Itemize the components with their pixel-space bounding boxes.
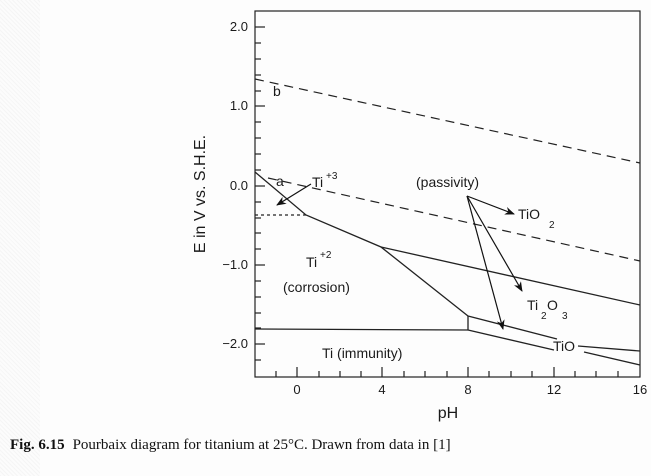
svg-text:O: O	[547, 297, 558, 313]
svg-text:TiO: TiO	[518, 206, 540, 222]
svg-text:2: 2	[541, 311, 547, 322]
x-tick-label: 0	[293, 382, 300, 397]
y-tick-label: 2.0	[230, 19, 248, 34]
label-ti3: Ti +3	[312, 171, 338, 190]
svg-text:3: 3	[562, 311, 568, 322]
label-ti2: Ti +2	[306, 250, 332, 270]
x-tick-label: 16	[633, 382, 647, 397]
svg-text:+3: +3	[326, 171, 338, 182]
figure-caption: Fig. 6.15 Pourbaix diagram for titanium a…	[10, 437, 451, 454]
line-a-dashed	[267, 177, 641, 262]
ti-ion-oxide-boundary	[254, 171, 469, 317]
figure-number: Fig. 6.15	[10, 437, 65, 453]
line-b-dashed	[254, 78, 641, 164]
svg-text:Ti: Ti	[527, 297, 538, 313]
label-tio: TiO	[553, 338, 575, 354]
label-ti2o3: Ti 2 O 3	[527, 297, 568, 322]
x-axis-title: pH	[438, 405, 458, 422]
label-line-b: b	[273, 83, 281, 99]
y-axis-ticks	[255, 26, 265, 361]
x-tick-label: 12	[547, 382, 561, 397]
svg-text:Ti: Ti	[306, 254, 317, 270]
y-tick-label: 0.0	[230, 178, 248, 193]
x-axis-ticks	[275, 367, 619, 377]
plot-frame	[254, 10, 641, 378]
tio-ti-boundary-a	[467, 329, 555, 351]
label-immunity: Ti (immunity)	[322, 345, 402, 361]
svg-text:Ti: Ti	[312, 174, 323, 190]
y-tick-labels: 2.0 1.0 0.0 −1.0 −2.0	[222, 19, 248, 351]
label-corrosion: (corrosion)	[283, 279, 350, 295]
passivity-arrow-tio2	[466, 195, 515, 215]
x-tick-label: 4	[378, 382, 385, 397]
scan-noise	[0, 0, 40, 476]
y-tick-label: 1.0	[230, 98, 248, 113]
ti2-ti-boundary	[254, 328, 469, 331]
ti2o3-tio-boundary-b	[577, 345, 641, 352]
tio2-ti2o3-boundary	[380, 246, 641, 306]
ti2o3-tio-boundary-a	[467, 315, 558, 340]
passivity-arrow-ti2o3	[466, 195, 523, 292]
y-axis-title: E in V vs. S.H.E.	[192, 135, 209, 253]
caption-text: Pourbaix diagram for titanium at 25°C. D…	[72, 437, 451, 453]
svg-text:+2: +2	[320, 250, 332, 261]
label-passivity: (passivity)	[416, 174, 479, 190]
y-tick-label: −1.0	[222, 257, 248, 272]
passivity-arrow-tio	[466, 195, 505, 330]
x-tick-label: 8	[464, 382, 471, 397]
label-tio2: TiO 2	[518, 206, 555, 231]
svg-text:2: 2	[549, 220, 555, 231]
label-line-a: a	[276, 173, 284, 189]
ti3-arrow	[276, 183, 312, 206]
x-tick-labels: 0 4 8 12 16	[293, 382, 647, 397]
y-tick-label: −2.0	[222, 336, 248, 351]
tio-ti-boundary-b	[583, 351, 641, 366]
